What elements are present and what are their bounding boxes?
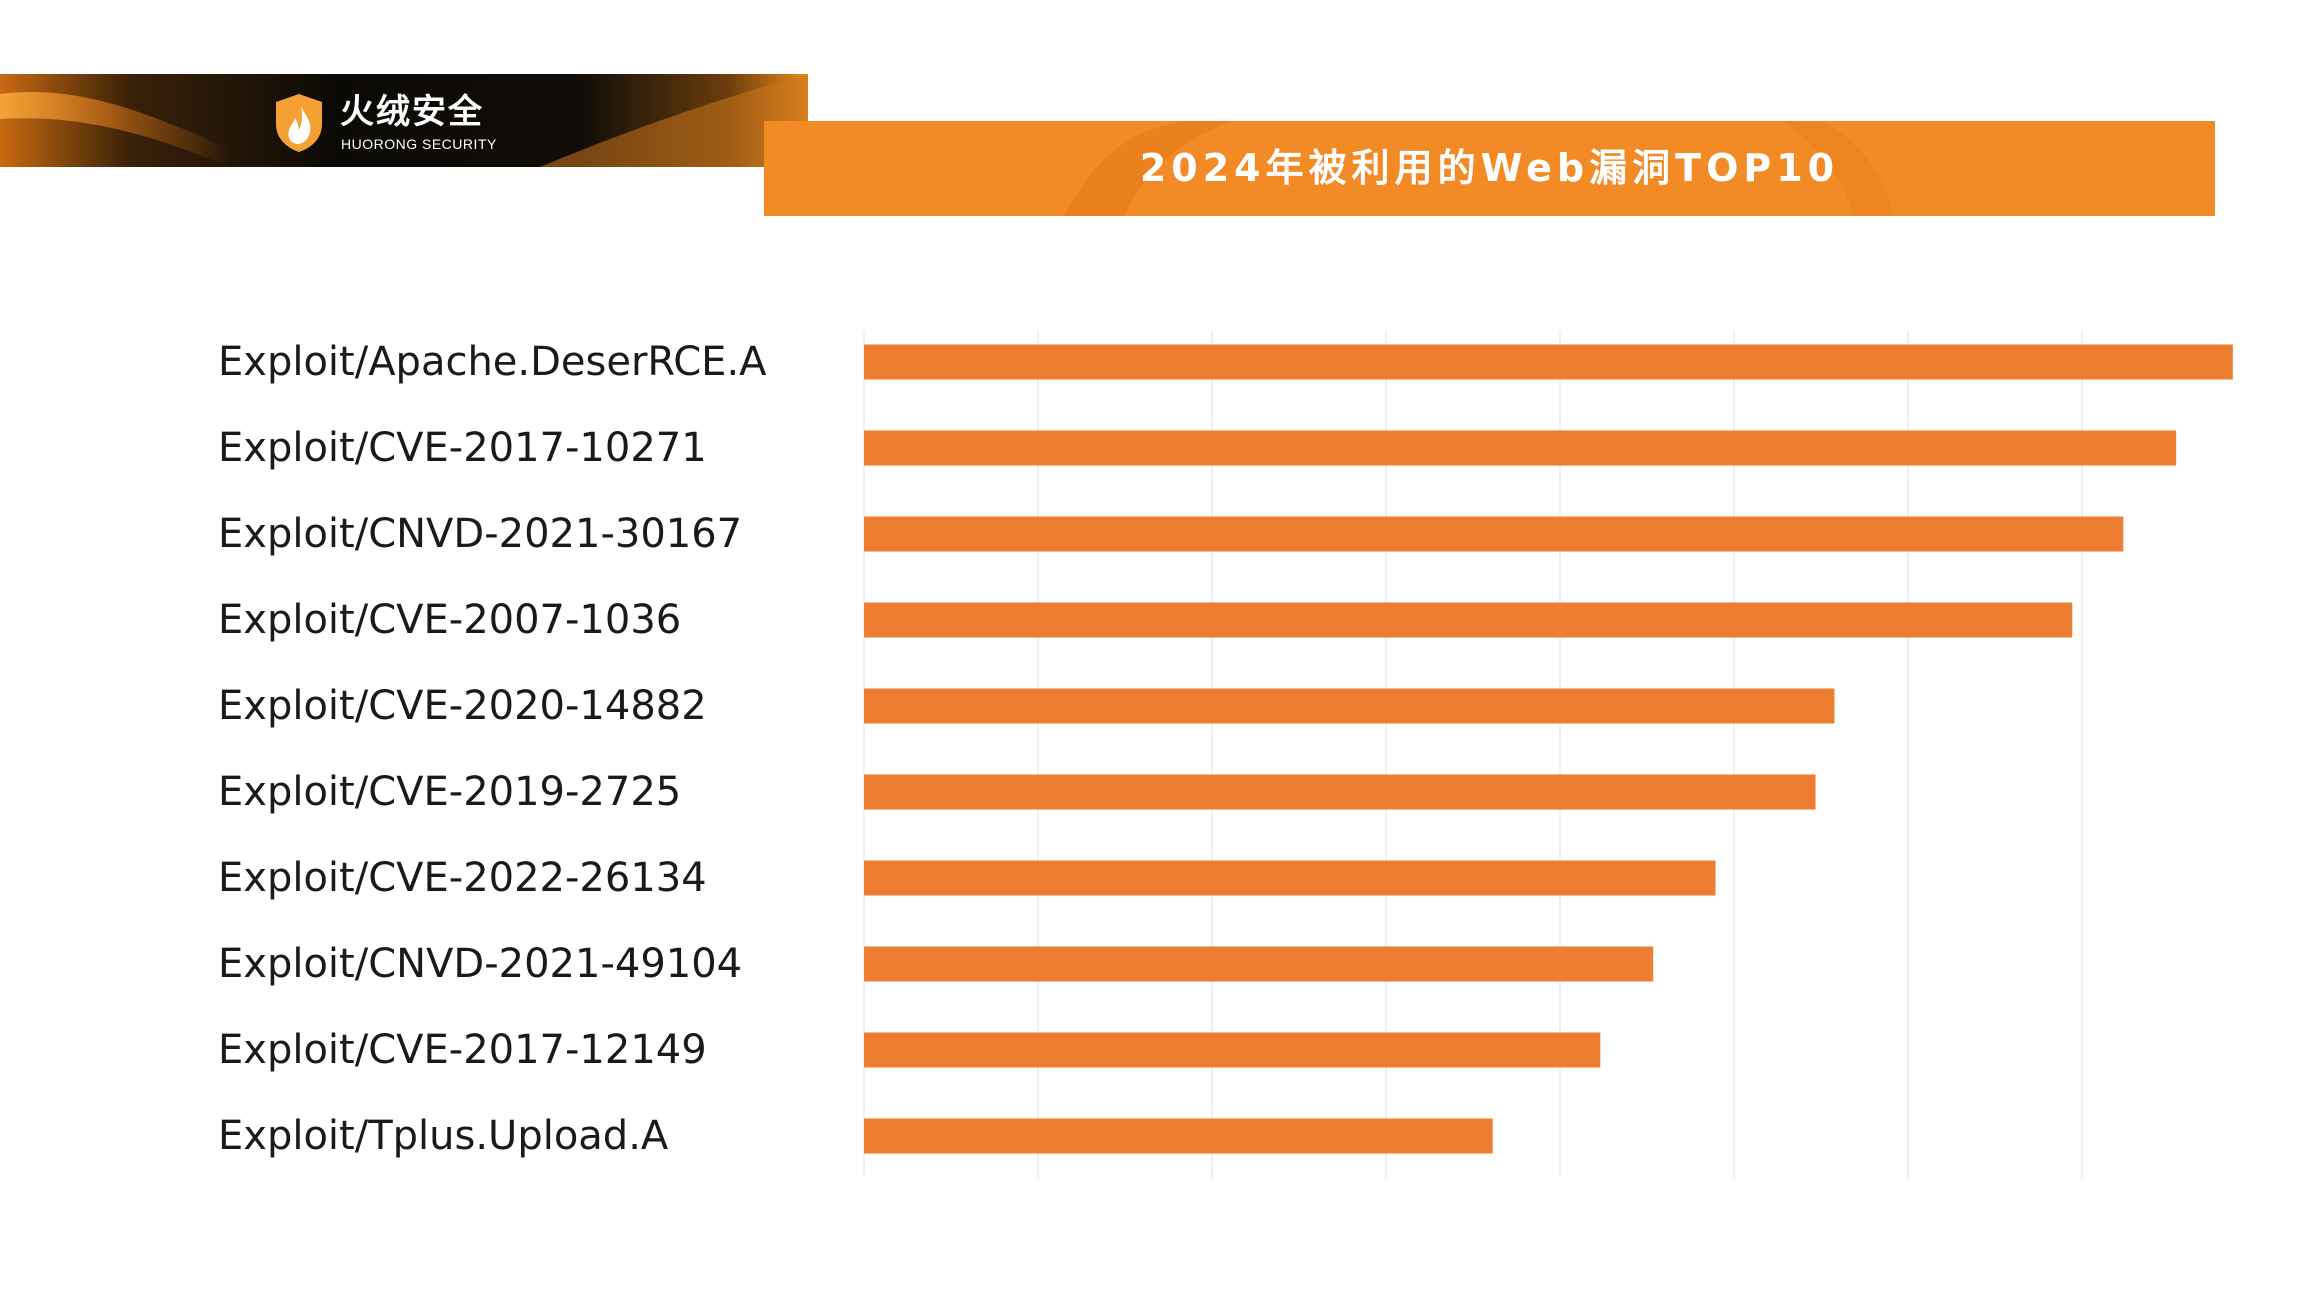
bar-7 — [864, 860, 1716, 896]
logo-banner: 火绒安全 HUORONG SECURITY — [0, 74, 808, 167]
chart-category-labels: Exploit/Apache.DeserRCE.A Exploit/CVE-201… — [218, 339, 767, 1159]
shield-flame-icon — [276, 94, 322, 152]
brand-name: 火绒安全 — [340, 92, 484, 132]
category-label-9: Exploit/CVE-2017-12149 — [218, 1027, 707, 1073]
category-label-3: Exploit/CNVD-2021-30167 — [218, 511, 742, 557]
title-bar-decoration — [1064, 121, 1894, 216]
category-label-10: Exploit/Tplus.Upload.A — [218, 1113, 669, 1159]
logo-banner-background — [0, 74, 808, 167]
bar-3 — [864, 516, 2124, 552]
brand-subtitle: HUORONG SECURITY — [341, 136, 497, 152]
category-label-1: Exploit/Apache.DeserRCE.A — [218, 339, 767, 385]
bar-10 — [864, 1118, 1493, 1154]
category-label-5: Exploit/CVE-2020-14882 — [218, 683, 707, 729]
category-label-6: Exploit/CVE-2019-2725 — [218, 769, 681, 815]
chart-title: 2024年被利用的Web漏洞TOP10 — [1139, 146, 1840, 190]
chart-bars — [864, 344, 2233, 1154]
category-label-4: Exploit/CVE-2007-1036 — [218, 597, 681, 643]
category-label-8: Exploit/CNVD-2021-49104 — [218, 941, 742, 987]
bar-9 — [864, 1032, 1601, 1068]
bar-5 — [864, 688, 1835, 724]
bar-6 — [864, 774, 1816, 810]
bar-8 — [864, 946, 1654, 982]
bar-1 — [864, 344, 2233, 380]
category-label-7: Exploit/CVE-2022-26134 — [218, 855, 707, 901]
bar-2 — [864, 430, 2177, 466]
title-bar: 2024年被利用的Web漏洞TOP10 — [764, 121, 2215, 216]
bar-4 — [864, 602, 2073, 638]
category-label-2: Exploit/CVE-2017-10271 — [218, 425, 707, 471]
